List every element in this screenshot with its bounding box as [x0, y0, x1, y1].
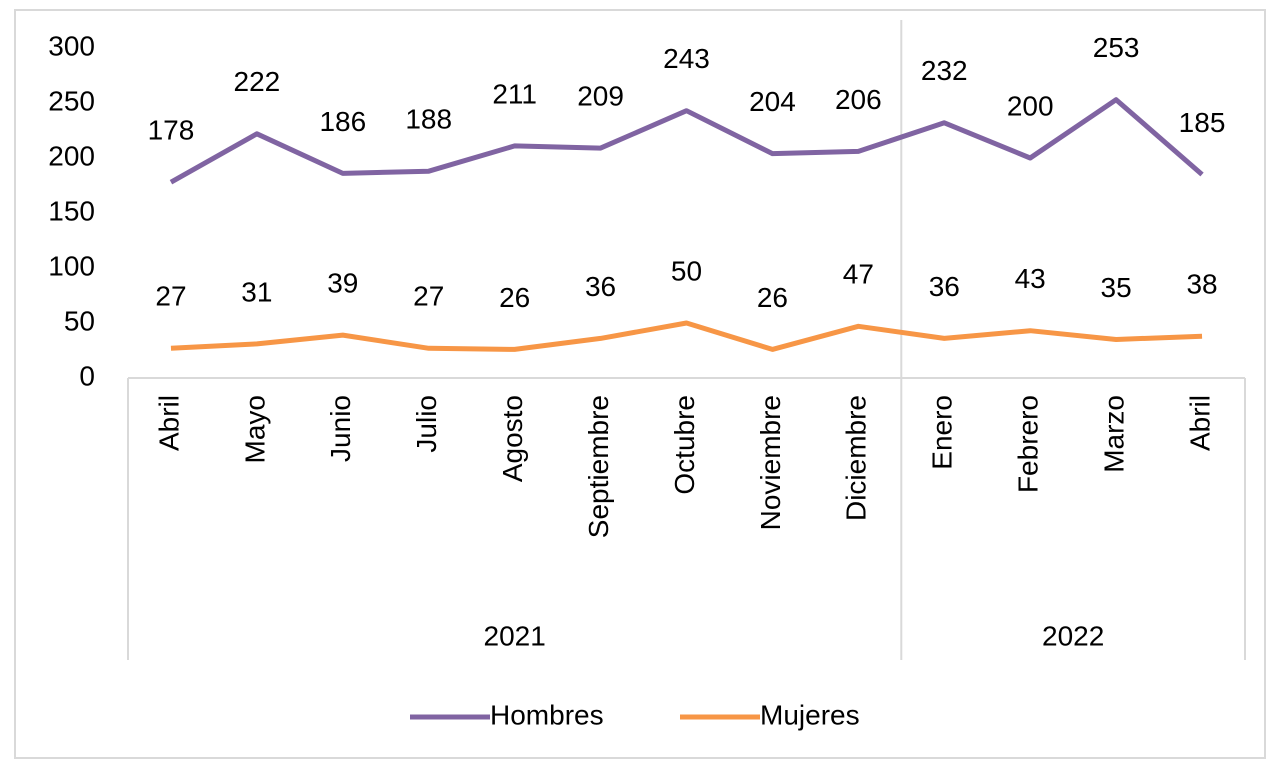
x-tick-label: Febrero	[1013, 395, 1044, 493]
legend-label: Mujeres	[760, 699, 860, 730]
data-label: 211	[492, 78, 537, 109]
data-label: 31	[241, 276, 272, 307]
data-label: 26	[499, 282, 530, 313]
x-tick-label: Octubre	[669, 395, 700, 495]
data-label: 50	[671, 255, 702, 286]
year-label: 2021	[484, 620, 546, 651]
data-label: 36	[585, 271, 616, 302]
data-label: 200	[1007, 90, 1054, 121]
data-label: 36	[929, 271, 960, 302]
data-label: 43	[1015, 263, 1046, 294]
y-tick-label: 50	[64, 305, 95, 336]
x-tick-label: Diciembre	[841, 395, 872, 521]
data-label: 35	[1101, 272, 1132, 303]
y-tick-label: 300	[48, 30, 95, 61]
data-label: 27	[155, 281, 186, 312]
data-label: 39	[327, 267, 358, 298]
x-tick-label: Noviembre	[755, 395, 786, 530]
x-tick-label: Marzo	[1099, 395, 1130, 473]
data-label: 186	[319, 106, 366, 137]
x-tick-label: Septiembre	[583, 395, 614, 538]
data-label: 206	[835, 84, 882, 115]
y-tick-label: 250	[48, 85, 95, 116]
data-label: 185	[1179, 107, 1226, 138]
data-label: 178	[148, 115, 195, 146]
data-label: 222	[234, 66, 281, 97]
data-label: 253	[1093, 32, 1140, 63]
y-tick-label: 0	[79, 360, 95, 391]
data-label: 38	[1186, 269, 1217, 300]
x-tick-label: Abril	[153, 395, 184, 451]
legend-label: Hombres	[490, 699, 604, 730]
data-label: 204	[749, 86, 796, 117]
y-tick-label: 150	[48, 195, 95, 226]
data-label: 209	[577, 80, 624, 111]
data-label: 232	[921, 55, 968, 86]
data-label: 188	[405, 104, 452, 135]
x-tick-label: Abril	[1184, 395, 1215, 451]
y-tick-label: 200	[48, 140, 95, 171]
x-tick-label: Agosto	[497, 395, 528, 482]
data-label: 47	[843, 259, 874, 290]
year-label: 2022	[1042, 620, 1104, 651]
y-tick-label: 100	[48, 250, 95, 281]
data-label: 243	[663, 43, 710, 74]
x-tick-label: Julio	[411, 395, 442, 453]
data-label: 26	[757, 282, 788, 313]
x-tick-label: Enero	[927, 395, 958, 470]
x-tick-label: Junio	[325, 395, 356, 462]
chart-border	[14, 9, 1266, 759]
data-label: 27	[413, 281, 444, 312]
x-tick-label: Mayo	[239, 395, 270, 463]
series-line	[169, 97, 1204, 185]
series-line	[170, 320, 1203, 352]
